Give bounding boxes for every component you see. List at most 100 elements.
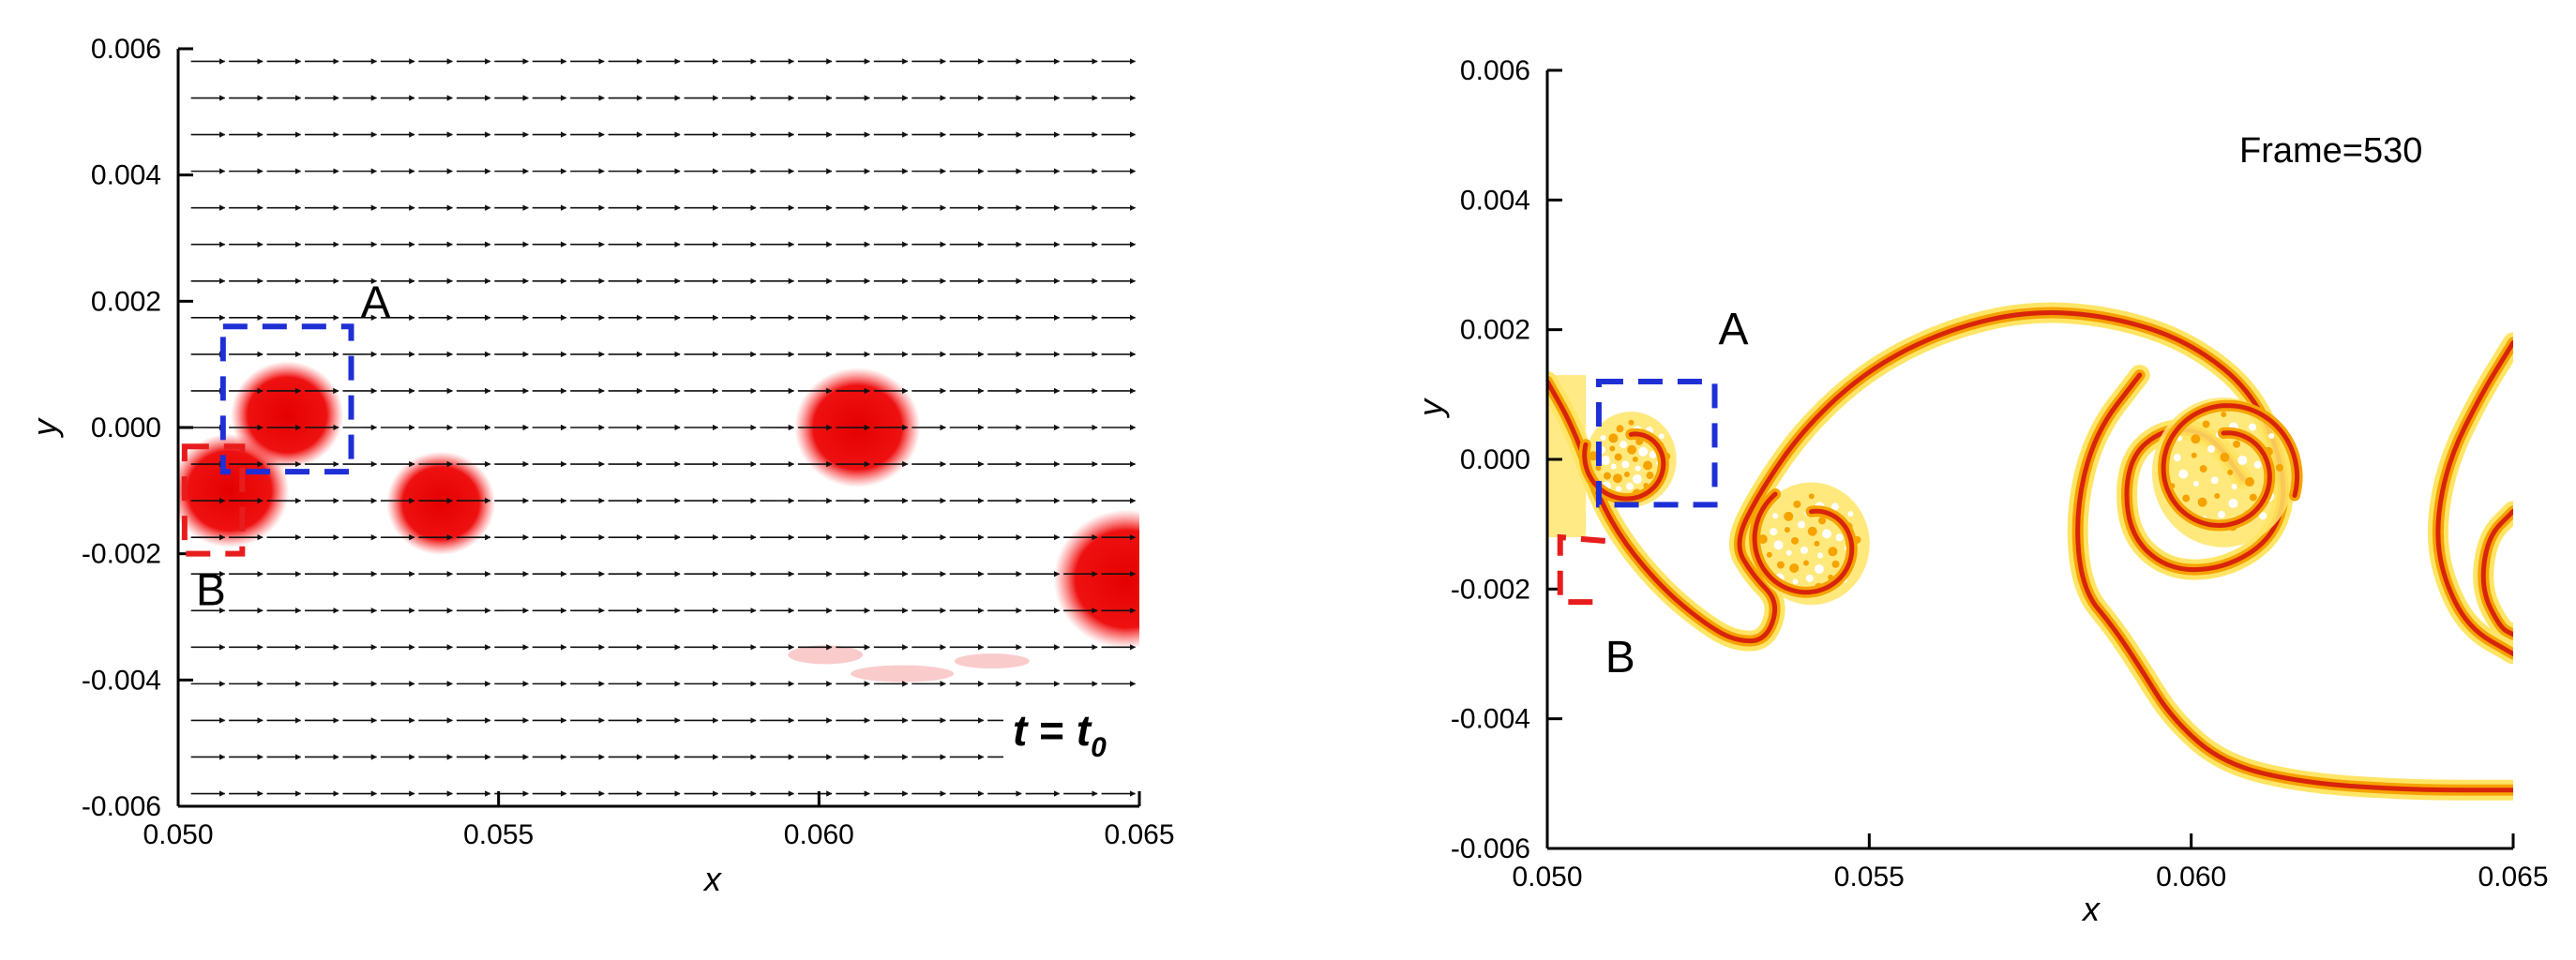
big-vortex-speck bbox=[2220, 452, 2230, 462]
small-vortex-speck bbox=[1847, 511, 1854, 518]
x-tick-label: 0.060 bbox=[784, 819, 854, 850]
y-axis-title: y bbox=[25, 417, 64, 439]
left-vortex-speck bbox=[1628, 419, 1634, 426]
small-vortex-speck bbox=[1814, 540, 1820, 547]
lower-curve-inner bbox=[2075, 372, 2513, 793]
region-label-b: B bbox=[1605, 633, 1635, 682]
big-vortex-speck bbox=[2221, 412, 2227, 418]
y-tick-label: 0.006 bbox=[1460, 55, 1530, 86]
big-vortex-speck bbox=[2199, 465, 2207, 473]
small-vortex-speck bbox=[1776, 561, 1785, 569]
particle bbox=[1053, 509, 1139, 649]
small-vortex-speck bbox=[1793, 500, 1801, 508]
y-tick-label: -0.006 bbox=[1451, 833, 1530, 864]
left-vortex-speck bbox=[1608, 433, 1619, 443]
small-vortex-speck bbox=[1797, 520, 1805, 529]
y-tick-label: -0.006 bbox=[82, 791, 161, 822]
small-vortex-speck bbox=[1784, 527, 1790, 533]
small-vortex-speck bbox=[1784, 511, 1794, 521]
x-tick-label: 0.050 bbox=[1512, 862, 1582, 892]
left-vortex-speck bbox=[1649, 450, 1657, 458]
y-tick-label: 0.002 bbox=[91, 286, 161, 317]
left-vortex-speck bbox=[1609, 445, 1616, 452]
small-vortex-speck bbox=[1831, 560, 1840, 568]
small-vortex-speck bbox=[1815, 563, 1825, 574]
big-vortex-speck bbox=[2249, 423, 2257, 431]
time-annotation-bg bbox=[1003, 694, 1139, 767]
region-box-a bbox=[219, 323, 354, 475]
left-vortex-speck bbox=[1621, 460, 1630, 469]
big-vortex-speck bbox=[2191, 434, 2201, 444]
y-tick-label: -0.002 bbox=[1451, 574, 1530, 605]
left-vortex-speck bbox=[1634, 465, 1641, 472]
particle-trace bbox=[851, 665, 955, 682]
small-vortex-speck bbox=[1822, 529, 1832, 539]
left-vortex-speck bbox=[1638, 446, 1649, 457]
region-box-b bbox=[1557, 533, 1606, 606]
big-vortex-speck bbox=[2192, 480, 2199, 487]
small-vortex-speck bbox=[1805, 574, 1814, 582]
right-edge-curve-inner bbox=[2435, 340, 2513, 656]
big-vortex-speck bbox=[2259, 512, 2267, 520]
left-vortex-speck bbox=[1646, 472, 1654, 480]
big-vortex-speck bbox=[2214, 493, 2221, 500]
region-label-b: B bbox=[196, 566, 226, 616]
left-vortex-speck bbox=[1600, 434, 1606, 441]
x-axis-title: x bbox=[702, 860, 723, 898]
time-label: t = t0 bbox=[1013, 706, 1107, 763]
big-vortex-speck bbox=[2197, 497, 2207, 507]
big-vortex-speck bbox=[2231, 484, 2237, 490]
big-vortex-speck bbox=[2173, 454, 2181, 462]
velocity-vectors bbox=[190, 58, 1139, 797]
left-vortex-speck bbox=[1627, 444, 1637, 455]
left-vortex-speck bbox=[1625, 482, 1634, 490]
big-vortex-speck bbox=[2249, 493, 2257, 502]
right-edge-curve-outer bbox=[2427, 332, 2513, 665]
x-tick-label: 0.050 bbox=[143, 819, 213, 850]
left-vortex-speck bbox=[1643, 460, 1653, 471]
left-vortex-speck bbox=[1614, 453, 1622, 461]
big-vortex-ring-inner bbox=[2161, 403, 2300, 529]
x-tick-label: 0.065 bbox=[2478, 862, 2548, 892]
plot-area bbox=[1547, 302, 2513, 801]
x-tick-label: 0.060 bbox=[2156, 862, 2226, 892]
y-axis-title: y bbox=[1411, 398, 1450, 419]
plot-area bbox=[178, 58, 1139, 797]
y-tick-label: -0.004 bbox=[1451, 704, 1530, 735]
left-vortex-speck bbox=[1616, 425, 1624, 433]
y-tick-label: 0.000 bbox=[91, 412, 161, 443]
left-vortex-speck bbox=[1603, 472, 1611, 480]
y-tick-label: 0.006 bbox=[91, 34, 161, 65]
y-tick-label: -0.002 bbox=[82, 539, 161, 570]
big-vortex bbox=[2151, 397, 2303, 548]
left-vortex-speck bbox=[1610, 463, 1617, 470]
big-vortex-speck bbox=[2228, 498, 2238, 508]
left-vortex-speck bbox=[1632, 474, 1642, 485]
left-vortex-speck bbox=[1616, 486, 1622, 492]
big-vortex-speck bbox=[2191, 452, 2197, 458]
small-vortex-speck bbox=[1830, 502, 1839, 511]
x-axis-title: x bbox=[2081, 890, 2101, 928]
small-vortex-speck bbox=[1800, 546, 1808, 554]
y-tick-label: -0.004 bbox=[82, 665, 161, 696]
big-vortex-speck bbox=[2233, 440, 2241, 448]
big-vortex-speck bbox=[2178, 469, 2189, 479]
left-vortex-speck bbox=[1613, 473, 1623, 484]
left-vortex-speck bbox=[1619, 441, 1628, 449]
small-vortex-speck bbox=[1770, 528, 1778, 536]
small-vortex-speck bbox=[1802, 560, 1809, 566]
small-vortex-speck bbox=[1773, 540, 1784, 550]
big-vortex-speck bbox=[2202, 420, 2210, 428]
right-edge-curve bbox=[2427, 332, 2513, 665]
left-vortex-ring-inner bbox=[1582, 431, 1666, 502]
y-tick-label: 0.004 bbox=[1460, 185, 1530, 216]
small-vortex-speck bbox=[1808, 493, 1815, 500]
left-vortex-speck bbox=[1601, 456, 1611, 466]
small-vortex-ring-inner bbox=[1752, 491, 1855, 595]
left-vortex bbox=[1578, 412, 1677, 507]
right-edge-inner bbox=[2473, 501, 2513, 645]
big-vortex-speck bbox=[2245, 477, 2255, 488]
left-vortex-speck bbox=[1595, 465, 1602, 472]
small-vortex bbox=[1749, 482, 1870, 606]
